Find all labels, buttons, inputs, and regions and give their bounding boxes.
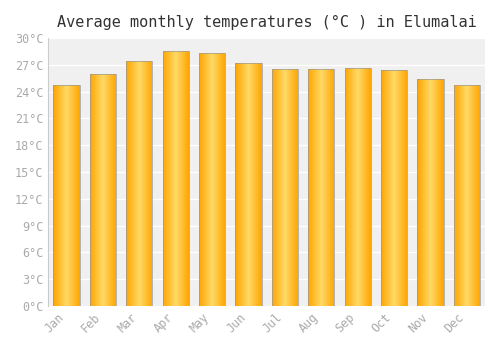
Bar xyxy=(454,85,480,306)
Bar xyxy=(381,70,407,306)
Bar xyxy=(308,69,334,306)
Bar xyxy=(90,74,116,306)
Bar xyxy=(236,63,262,306)
Bar xyxy=(126,61,152,306)
Title: Average monthly temperatures (°C ) in Elumalai: Average monthly temperatures (°C ) in El… xyxy=(57,15,476,30)
Bar xyxy=(418,79,444,306)
Bar xyxy=(199,53,225,306)
Bar xyxy=(54,85,80,306)
Bar xyxy=(272,69,298,306)
Bar xyxy=(162,51,189,306)
Bar xyxy=(344,69,370,306)
